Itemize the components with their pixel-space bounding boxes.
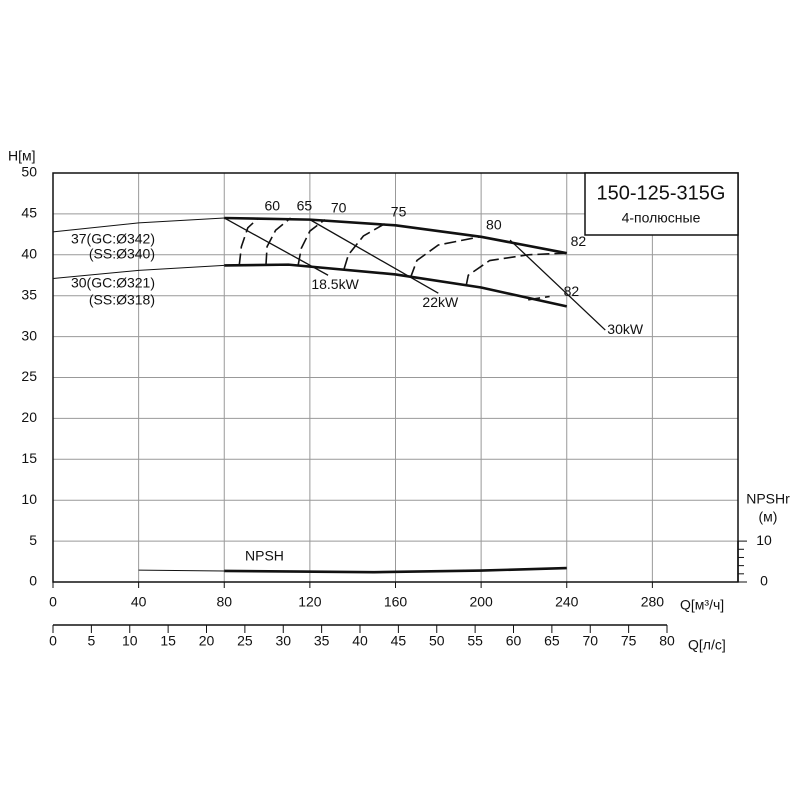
x2-tick-label: 40	[352, 633, 368, 649]
power-line	[309, 219, 439, 294]
y-tick-label: 15	[21, 450, 37, 466]
efficiency-label: 70	[331, 199, 347, 215]
y-axis-label: H[м]	[8, 148, 36, 164]
x-tick-label: 40	[131, 594, 147, 610]
y-tick-label: 45	[21, 205, 37, 221]
y-tick-label: 35	[21, 286, 37, 302]
x-tick-label: 120	[298, 594, 322, 610]
x2-tick-label: 35	[314, 633, 330, 649]
y2-tick-label: 10	[756, 532, 772, 548]
x2-tick-label: 10	[122, 633, 138, 649]
power-label: 18.5kW	[311, 276, 359, 292]
efficiency-label: 65	[297, 198, 313, 214]
power-label: 30kW	[607, 321, 644, 337]
x2-tick-label: 60	[506, 633, 522, 649]
x2-tick-label: 55	[467, 633, 483, 649]
plot-frame	[52, 172, 739, 583]
x2-axis-label: Q[л/с]	[688, 637, 726, 653]
curve-label: 37(GC:Ø342)	[71, 231, 155, 247]
chart-title: 150-125-315G	[597, 182, 726, 204]
x-tick-label: 0	[49, 594, 57, 610]
efficiency-label: 82	[564, 283, 580, 299]
curve	[224, 566, 567, 574]
x2-tick-label: 15	[160, 633, 176, 649]
curve	[52, 264, 225, 280]
y-tick-label: 25	[21, 368, 37, 384]
x2-tick-label: 65	[544, 633, 560, 649]
x2-tick-label: 5	[87, 633, 95, 649]
x-tick-label: 200	[469, 594, 493, 610]
y-tick-label: 30	[21, 327, 37, 343]
x-tick-label: 80	[216, 594, 232, 610]
x2-tick-label: 25	[237, 633, 253, 649]
x2-tick-label: 30	[275, 633, 291, 649]
y-tick-label: 40	[21, 246, 37, 262]
x2-tick-label: 45	[391, 633, 407, 649]
x-axis-label: Q[м³/ч]	[680, 597, 724, 613]
x-tick-label: 240	[555, 594, 579, 610]
efficiency-label: 80	[486, 217, 502, 233]
x2-tick-label: 50	[429, 633, 445, 649]
x2-tick-label: 20	[199, 633, 215, 649]
x2-tick-label: 70	[582, 633, 598, 649]
y-tick-label: 50	[21, 164, 37, 180]
title-box	[584, 172, 739, 236]
efficiency-label: 75	[391, 203, 407, 219]
curve	[138, 569, 225, 572]
efficiency-label: 60	[265, 198, 281, 214]
efficiency-curve	[465, 252, 565, 287]
curve-label: NPSH	[245, 548, 284, 564]
y-tick-label: 20	[21, 409, 37, 425]
x-tick-label: 160	[384, 594, 408, 610]
efficiency-curve	[238, 217, 260, 266]
x2-tick-label: 0	[49, 633, 57, 649]
curve-label: (SS:Ø340)	[89, 246, 155, 262]
efficiency-curve	[297, 218, 326, 266]
efficiency-curve	[265, 217, 292, 265]
power-line	[509, 239, 606, 331]
y2-axis-label: NPSHr	[746, 491, 790, 507]
efficiency-curve	[409, 236, 481, 278]
curve	[224, 263, 568, 308]
y2-tick-label: 0	[760, 573, 768, 589]
x2-tick-label: 80	[659, 633, 675, 649]
y2-axis-unit: (м)	[759, 509, 778, 525]
curve	[52, 217, 225, 233]
efficiency-curve	[528, 295, 550, 301]
power-line	[223, 217, 329, 276]
curve-label: (SS:Ø318)	[89, 292, 155, 308]
x2-tick-label: 75	[621, 633, 637, 649]
curve-label: 30(GC:Ø321)	[71, 275, 155, 291]
chart-subtitle: 4-полюсные	[622, 210, 701, 226]
y-tick-label: 0	[29, 573, 37, 589]
y-tick-label: 10	[21, 491, 37, 507]
y-tick-label: 5	[29, 532, 37, 548]
curve	[224, 216, 567, 255]
efficiency-label: 82	[571, 233, 587, 249]
x-tick-label: 280	[641, 594, 665, 610]
power-label: 22kW	[422, 294, 459, 310]
